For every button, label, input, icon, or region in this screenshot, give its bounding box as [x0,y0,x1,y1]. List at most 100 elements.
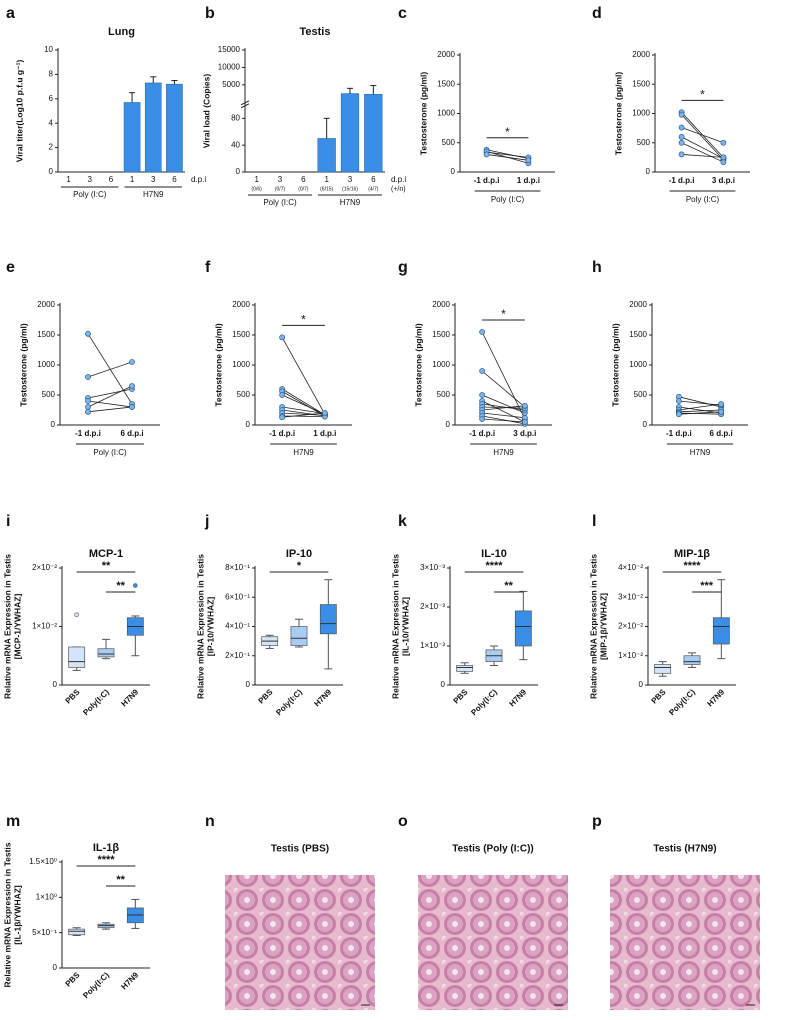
y-axis-label: Relative mRNA Expression in Testis [588,554,598,699]
x-sublabel: (15/16) [342,186,358,192]
group-label: Poly (I:C) [263,198,297,207]
bar [340,93,360,173]
panel-letter: l [592,513,596,530]
pair-line [482,405,525,411]
panel-title: IP-10 [286,548,312,560]
y-tick-label: 500 [634,390,648,399]
y-tick-label: 0 [643,420,648,429]
panel-title: Testis (PBS) [271,844,329,855]
y-tick-label: 2000 [437,50,455,59]
y-tick-label: 500 [42,390,56,399]
data-point [129,404,135,410]
pair-line [681,127,724,144]
x-sublabel: (6/15) [320,186,333,192]
pair-line [281,388,326,416]
group-label: Poly (I:C) [491,195,525,204]
y-axis-label: [IL-10/YWHAZ] [400,597,410,656]
pair-line [481,331,526,420]
y-tick-label: 4 [49,118,54,127]
x-tick-label: H7N9 [507,687,528,708]
group-label: H7N9 [690,448,711,457]
y-tick-label: 1500 [437,79,455,88]
y-tick-label: 4×10⁻¹ [225,622,250,631]
x-tick-label: H7N9 [312,687,333,708]
pair-line [87,361,133,378]
y-axis-label: Viral load (Copies) [201,74,211,149]
y-tick-label: 3×10⁻² [618,592,643,601]
x-tick-label: 6 [371,175,376,184]
y-tick-label: 5×10⁻¹ [32,928,57,937]
x-tick-label: PBS [64,687,82,705]
pair-line [482,415,525,425]
pair-line [681,114,724,160]
x-tick-label: 1 [66,175,71,184]
x-tick-label: 3 d.p.i [712,176,735,185]
box [97,648,115,658]
x-tick-label: H7N9 [119,687,140,708]
x-tick-label: 3 [151,175,156,184]
x-tick-label: 3 [88,175,93,184]
significance-label: * [700,88,705,102]
y-tick-label: 1500 [629,330,647,339]
significance-label: * [301,313,306,327]
panel-letter: o [398,813,408,830]
box [68,646,86,668]
pair-line [87,333,133,405]
significance-label: **** [485,560,503,572]
x-sublabel: (4/7) [368,186,379,192]
pair-line [482,394,525,414]
data-point [720,154,727,161]
pair-line [281,394,326,415]
y-tick-label: 1500 [632,79,650,88]
y-tick-label: 0 [53,963,58,972]
panel-title: IL-1β [93,842,120,854]
y-tick-label: 1×10⁻³ [420,641,445,650]
data-point [521,419,528,425]
box [456,665,474,672]
pair-line [486,154,529,161]
panel-title: Testis (H7N9) [653,844,716,855]
significance-label: ** [116,874,125,886]
histology-image [225,875,375,1010]
y-axis-label: [IL-1β/YWHAZ] [12,885,22,945]
data-point [675,398,682,404]
y-tick-label: 6 [49,94,54,103]
pair-line [681,154,724,158]
data-point [678,133,685,140]
x-tick-label: 3 [278,175,283,184]
data-point [479,329,486,335]
panel-title: MIP-1β [674,548,710,560]
x-tick-label: 6 [172,175,177,184]
data-point [678,151,685,158]
panel-letter: c [398,5,407,22]
y-tick-label: 1500 [37,330,55,339]
data-point [85,330,91,337]
pair-line [482,403,525,411]
y-axis-label: Relative mRNA Expression in Testis [195,554,205,699]
x-tick-label: 6 d.p.i [710,429,733,438]
x-tick-label: -1 d.p.i [75,429,101,438]
y-axis-label: Relative mRNA Expression in Testis [390,554,400,699]
pair-line [282,412,325,416]
y-tick-label: 1.5×10⁰ [29,857,57,866]
pair-line [678,403,722,411]
group-label: Poly (I:C) [686,195,720,204]
data-point [85,398,91,404]
x-tick-label: -1 d.p.i [469,429,495,438]
y-tick-label: 0 [441,680,446,689]
x-tick-label: -1 d.p.i [666,429,692,438]
pair-line [481,400,526,423]
y-tick-label: 2000 [232,300,250,309]
y-tick-label: 0 [646,167,651,176]
data-point [718,401,725,407]
x-tick-label: 1 [254,175,259,184]
pair-line [678,411,722,415]
y-tick-label: 1000 [37,360,55,369]
bar [317,138,336,173]
box [319,604,337,635]
y-tick-label: 0 [246,420,251,429]
y-tick-label: 6×10⁻¹ [225,592,250,601]
panel-title: Testis [300,26,331,38]
data-point [720,139,727,146]
x-tick-label: Poly(I:C) [469,687,499,717]
